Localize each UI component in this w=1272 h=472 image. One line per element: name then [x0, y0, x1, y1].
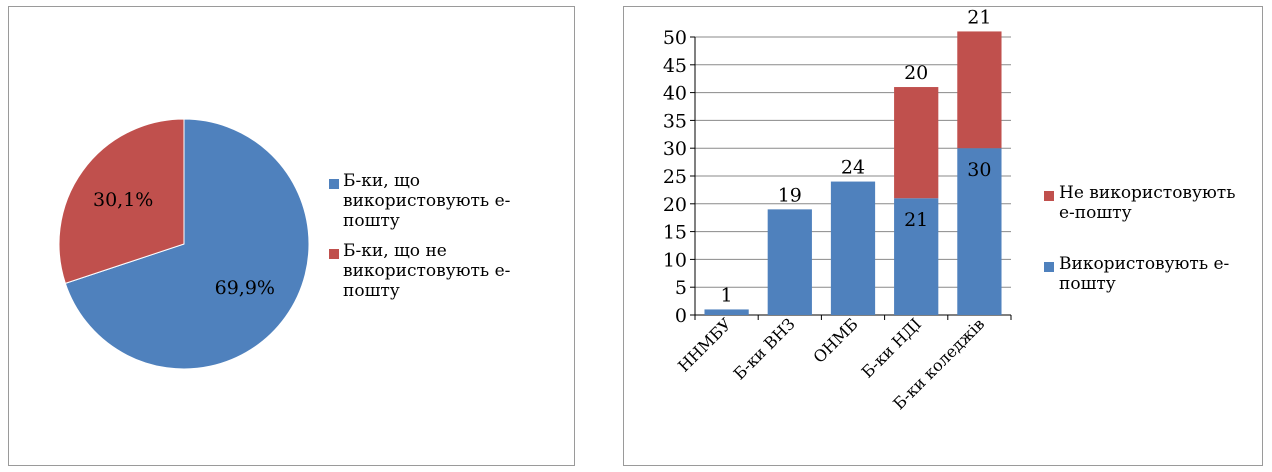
- bar-legend-not-used-line: Не використовують: [1059, 183, 1236, 203]
- bar-chart-panel: 0 5 10 15 20 25 30 35 40 45 50 ННМБУ Б-ки ВНЗ ОНМБ Б-к…: [623, 6, 1263, 466]
- bar-segment: [894, 198, 939, 315]
- bar-data-label: 1: [721, 284, 733, 306]
- bar-data-label: 21: [904, 209, 928, 231]
- bar-data-label: 24: [841, 157, 865, 179]
- pie-slice: [58, 118, 185, 285]
- y-tick-label: 10: [663, 249, 687, 271]
- bar-segment: [704, 309, 749, 315]
- pie-legend-label-not-used: Б-ки, що не використовують е- пошту: [343, 241, 510, 301]
- x-category-label: Б-ки НДІ: [858, 314, 925, 381]
- pie-legend-used-line: пошту: [343, 211, 400, 231]
- y-tick-label: 45: [663, 55, 687, 77]
- x-category-label: Б-ки ВНЗ: [730, 314, 799, 383]
- bar-data-label: 20: [904, 62, 928, 84]
- pie-slice: [64, 118, 310, 370]
- bar-legend-not-used-line: е-пошту: [1059, 203, 1132, 223]
- bar-legend-used-line: пошту: [1059, 274, 1116, 294]
- y-tick-label: 0: [675, 305, 687, 327]
- pie-legend-swatch-not-used: [329, 249, 339, 259]
- pie-legend-label-used: Б-ки, що використовують е- пошту: [343, 171, 510, 231]
- bar-data-label: 19: [778, 184, 802, 206]
- bar-legend-used-line: Використовують е-: [1059, 254, 1230, 274]
- bar-legend-swatch-not-used: [1044, 191, 1054, 201]
- bar-segment: [957, 148, 1002, 315]
- pie-legend-used-line: використовують е-: [343, 191, 511, 211]
- y-tick-label: 5: [675, 277, 687, 299]
- pie-legend-swatch-used: [329, 179, 339, 189]
- pie-legend-not-used-line: Б-ки, що не: [343, 241, 447, 261]
- bar-segment: [894, 87, 939, 199]
- y-tick-label: 15: [663, 222, 687, 244]
- y-tick-label: 40: [663, 83, 687, 105]
- bar-legend-label-not-used: Не використовують е-пошту: [1059, 183, 1235, 223]
- pie-legend-not-used-line: використовують е-: [343, 261, 511, 281]
- bar-legend-swatch-used: [1044, 262, 1054, 272]
- x-category-label: ОНМБ: [809, 314, 861, 366]
- pie-chart: 69,9% 30,1%: [58, 118, 310, 370]
- y-tick-label: 20: [663, 194, 687, 216]
- y-tick-label: 35: [663, 110, 687, 132]
- bar-segment: [830, 181, 876, 315]
- bar-data-label: 30: [967, 159, 991, 181]
- pie-slice-label: 30,1%: [93, 189, 153, 211]
- bar-data-label: 21: [967, 7, 991, 28]
- y-tick-label: 30: [663, 138, 687, 160]
- bar-segment: [957, 31, 1002, 149]
- pie-legend-not-used-line: пошту: [343, 281, 400, 301]
- pie-chart-panel: 69,9% 30,1% Б-ки, що використовують е- по…: [8, 6, 575, 466]
- pie-legend-used-line: Б-ки, що: [343, 171, 421, 191]
- y-tick-label: 25: [663, 166, 687, 188]
- bar-segment: [767, 209, 812, 315]
- y-tick-label: 50: [663, 27, 687, 49]
- pie-slice-label: 69,9%: [215, 277, 275, 299]
- bar-legend-label-used: Використовують е- пошту: [1059, 254, 1229, 294]
